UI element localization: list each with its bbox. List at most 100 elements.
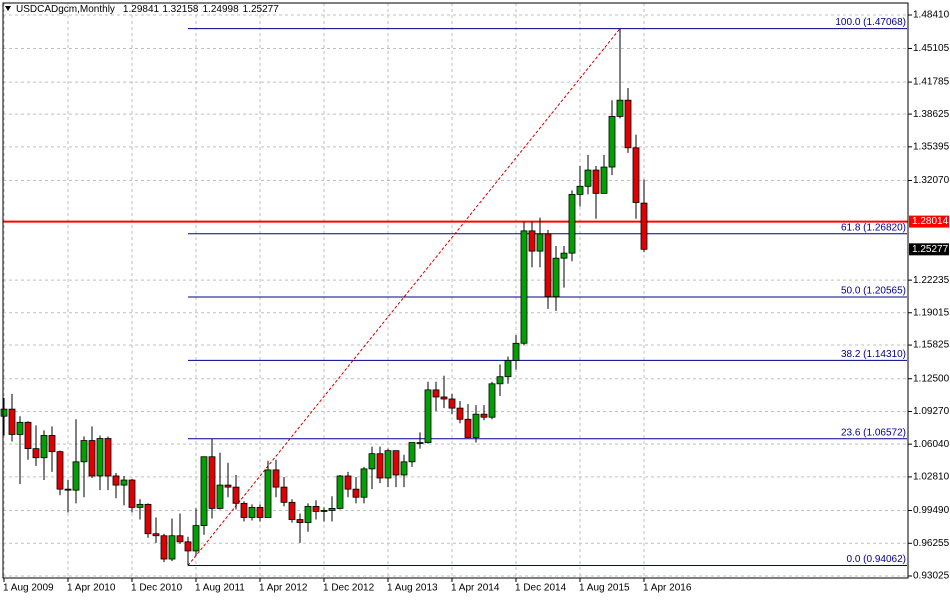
y-tick-label: 1.02810 [913,472,950,483]
candle-body [208,456,216,509]
header-close: 1.25277 [243,4,280,15]
fibonacci-label: 38.2 (1.14310) [841,349,906,360]
candle-body [336,475,344,509]
y-tick-label: 1.41785 [913,77,950,88]
y-tick-label: 1.15825 [913,340,950,351]
candle-body [80,440,88,463]
candle-body [328,507,336,511]
fibonacci-label: 0.0 (0.94062) [847,554,907,565]
candle-body [72,461,80,491]
menu-icon[interactable] [5,6,11,11]
candle-body [88,440,96,477]
candle-body [128,479,136,508]
candle-body [152,533,160,537]
candle-body [608,115,616,168]
candle-body [24,421,32,450]
candle-body [96,438,104,477]
header-open: 1.29841 [123,4,160,15]
current-price-label: 1.25277 [912,244,949,255]
candle-body [384,450,392,479]
fibonacci-label: 23.6 (1.06572) [841,427,906,438]
candle-body [560,252,568,259]
candle-body [200,456,208,527]
current-price-box [909,243,949,256]
y-tick-label: 1.06040 [913,439,950,450]
candle-body [472,413,480,438]
candle-body [296,519,304,523]
candle-body [216,484,224,509]
y-tick-label: 1.32070 [913,175,950,186]
candle-body [184,541,192,552]
hline-price-box [909,215,949,228]
candle-body [232,486,240,504]
candle-body [312,505,320,512]
grid [3,3,908,578]
candle-body [512,342,520,361]
candle-body [272,469,280,488]
candle-body [568,193,576,254]
y-tick-label: 1.38625 [913,109,950,120]
candle-body [264,469,272,518]
candle-body [616,99,624,117]
chart-header: USDCADgcm,Monthly 1.29841 1.32158 1.24998 1.… [16,4,279,15]
candle-body [16,421,24,435]
candle-body [448,398,456,409]
candle-body [576,185,584,195]
candle-body [40,435,48,459]
candle-body [240,502,248,518]
x-tick-label: 1 Apr 2016 [643,583,692,594]
candle-body [64,488,72,491]
symbol: USDCADgcm,Monthly [16,4,115,15]
candle-body [320,510,328,512]
candle-body [56,451,64,490]
plot-frame [2,2,909,579]
candle-body [400,461,408,476]
candle-body [416,442,424,444]
candle-body [432,389,440,398]
candle-body [8,408,16,435]
candle-body [104,438,112,477]
x-tick-label: 1 Aug 2011 [195,583,245,594]
y-tick-label: 1.12500 [913,373,950,384]
candle-body [544,233,552,298]
candle-body [360,468,368,498]
fibonacci-label: 50.0 (1.20565) [841,286,906,297]
candle-body [496,376,504,385]
candle-body [280,486,288,503]
candle-body [552,257,560,298]
candle-body [392,450,400,476]
candle-body [488,383,496,418]
x-tick-label: 1 Aug 2015 [579,583,630,594]
candle-body [160,535,168,560]
candle-body [640,202,648,250]
candle-body [536,233,544,252]
y-tick-label: 1.22235 [913,275,950,286]
candle-body [584,169,592,187]
candle-body [48,435,56,453]
candle-body [192,525,200,552]
candle-body [624,99,632,149]
candle-body [136,503,144,508]
candle-body [288,501,296,520]
header-high: 1.32158 [162,4,199,15]
x-tick-label: 1 Apr 2010 [67,583,116,594]
candle-body [592,169,600,194]
x-tick-label: 1 Dec 2010 [131,583,183,594]
candle-body [176,535,184,543]
y-tick-label: 0.93025 [913,571,950,582]
x-tick-label: 1 Dec 2014 [515,583,567,594]
candle-body [112,475,120,486]
y-tick-label: 1.19015 [913,307,950,318]
candle-body [440,396,448,400]
x-tick-label: 1 Apr 2012 [259,583,308,594]
candle-body [144,503,152,535]
candle-body [120,479,128,486]
x-tick-label: 1 Aug 2009 [3,583,54,594]
fibonacci-label: 61.8 (1.26820) [841,222,906,233]
candle-body [632,147,640,203]
y-tick-label: 1.09270 [913,406,950,417]
